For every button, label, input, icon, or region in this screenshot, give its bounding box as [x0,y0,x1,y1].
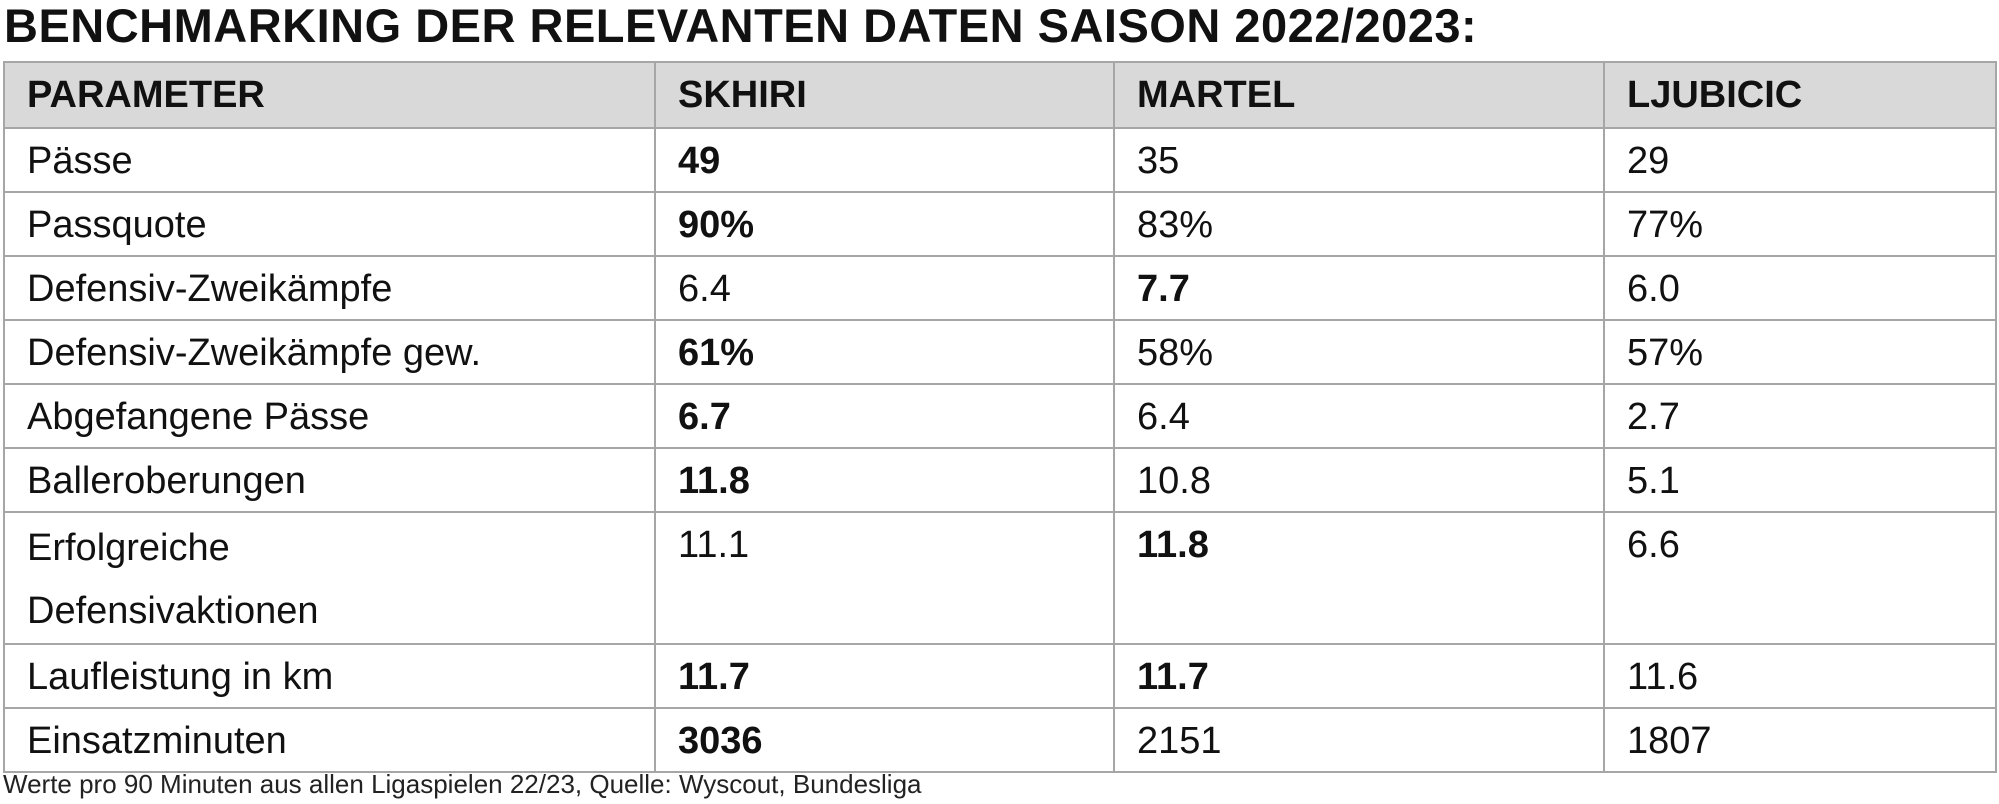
parameter-cell: Pässe [3,127,656,193]
source-note: Werte pro 90 Minuten aus allen Ligaspiel… [3,769,922,799]
table-row: Passquote 90% 83% 77% [3,191,1997,257]
value-cell: 6.0 [1603,255,1997,321]
value-cell: 61% [654,319,1115,385]
value-cell: 29 [1603,127,1997,193]
parameter-cell: Balleroberungen [3,447,656,513]
column-header: LJUBICIC [1603,61,1997,129]
value-cell: 2.7 [1603,383,1997,449]
value-cell: 35 [1113,127,1605,193]
header-row: PARAMETER SKHIRI MARTEL LJUBICIC [3,61,1997,129]
value-cell: 90% [654,191,1115,257]
column-header: SKHIRI [654,61,1115,129]
value-cell: 77% [1603,191,1997,257]
value-cell: 7.7 [1113,255,1605,321]
parameter-cell: Abgefangene Pässe [3,383,656,449]
table-row: Erfolgreiche Defensivaktionen 11.1 11.8 6.6 [3,511,1997,645]
value-cell: 6.4 [1113,383,1605,449]
column-header: PARAMETER [3,61,656,129]
table-body: Pässe 49 35 29 Passquote 90% 83% 77% Defensiv-Zw… [3,127,1997,773]
parameter-cell: Passquote [3,191,656,257]
parameter-cell: Defensiv-Zweikämpfe [3,255,656,321]
parameter-cell: Defensiv-Zweikämpfe gew. [3,319,656,385]
table-row: Laufleistung in km 11.7 11.7 11.6 [3,643,1997,709]
title: BENCHMARKING DER RELEVANTEN DATEN SAISON… [4,0,1478,52]
value-cell: 58% [1113,319,1605,385]
value-cell: 2151 [1113,707,1605,773]
value-cell: 3036 [654,707,1115,773]
table-row: Defensiv-Zweikämpfe gew. 61% 58% 57% [3,319,1997,385]
value-cell: 11.1 [654,511,1115,645]
value-cell: 10.8 [1113,447,1605,513]
value-cell: 1807 [1603,707,1997,773]
value-cell: 5.1 [1603,447,1997,513]
parameter-cell: Laufleistung in km [3,643,656,709]
table-row: Einsatzminuten 3036 2151 1807 [3,707,1997,773]
parameter-text: Erfolgreiche Defensivaktionen [27,527,319,632]
value-cell: 49 [654,127,1115,193]
table-row: Abgefangene Pässe 6.7 6.4 2.7 [3,383,1997,449]
value-cell: 11.7 [1113,643,1605,709]
value-cell: 6.4 [654,255,1115,321]
value-cell: 11.8 [654,447,1115,513]
value-cell: 11.7 [654,643,1115,709]
value-cell: 83% [1113,191,1605,257]
parameter-cell: Einsatzminuten [3,707,656,773]
table-row: Balleroberungen 11.8 10.8 5.1 [3,447,1997,513]
benchmark-table: PARAMETER SKHIRI MARTEL LJUBICIC Pässe 49… [3,61,1997,773]
table-head: PARAMETER SKHIRI MARTEL LJUBICIC [3,61,1997,129]
value-cell: 11.6 [1603,643,1997,709]
table-row: Defensiv-Zweikämpfe 6.4 7.7 6.0 [3,255,1997,321]
column-header: MARTEL [1113,61,1605,129]
table-row: Pässe 49 35 29 [3,127,1997,193]
value-cell: 6.6 [1603,511,1997,645]
parameter-cell: Erfolgreiche Defensivaktionen [3,511,656,645]
value-cell: 6.7 [654,383,1115,449]
value-cell: 11.8 [1113,511,1605,645]
value-cell: 57% [1603,319,1997,385]
